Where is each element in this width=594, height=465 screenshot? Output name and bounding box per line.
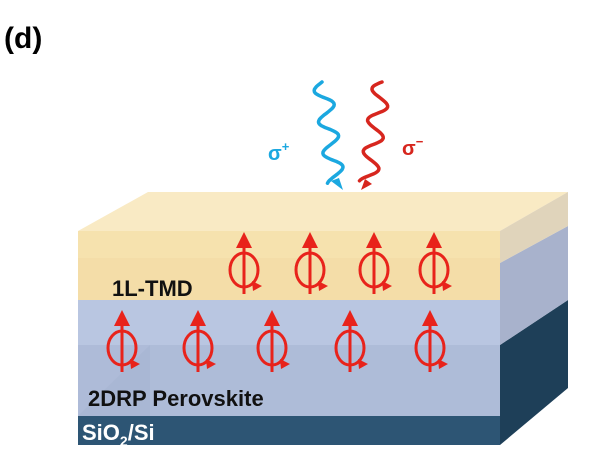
tmd-top-face [78, 192, 568, 231]
perovskite-inner-plane [78, 345, 500, 416]
perovskite-spin-3 [256, 310, 290, 372]
substrate-front-face [78, 416, 500, 445]
tmd-spin-row [228, 232, 452, 294]
sigma-plus-wave [312, 80, 345, 190]
perovskite-side-face [500, 226, 568, 345]
perovskite-spin-5 [414, 310, 448, 372]
side-transparent-wall [500, 192, 568, 345]
tmd-spin-4 [418, 232, 452, 294]
tmd-spin-2 [294, 232, 328, 294]
substrate-side-face [500, 300, 568, 445]
sigma-minus-wave [357, 80, 390, 190]
tmd-side-face [500, 192, 568, 263]
tmd-spin-1 [228, 232, 262, 294]
perovskite-spin-row [106, 310, 448, 372]
tmd-spin-3 [358, 232, 392, 294]
sigma-minus-arrowhead [361, 179, 372, 190]
tmd-inner-band [78, 258, 500, 300]
sigma-plus-label: σ+ [268, 139, 290, 165]
panel-label: (d) [4, 22, 42, 55]
tmd-label: 1L-TMD [112, 276, 193, 301]
substrate-label: SiO2/Si [82, 420, 155, 449]
perovskite-spin-2 [182, 310, 216, 372]
perovskite-label: 2DRP Perovskite [88, 386, 264, 411]
perovskite-spin-1 [106, 310, 140, 372]
sigma-minus-label: σ− [402, 134, 424, 160]
perovskite-spin-4 [334, 310, 368, 372]
sigma-plus-arrowhead [331, 178, 343, 190]
